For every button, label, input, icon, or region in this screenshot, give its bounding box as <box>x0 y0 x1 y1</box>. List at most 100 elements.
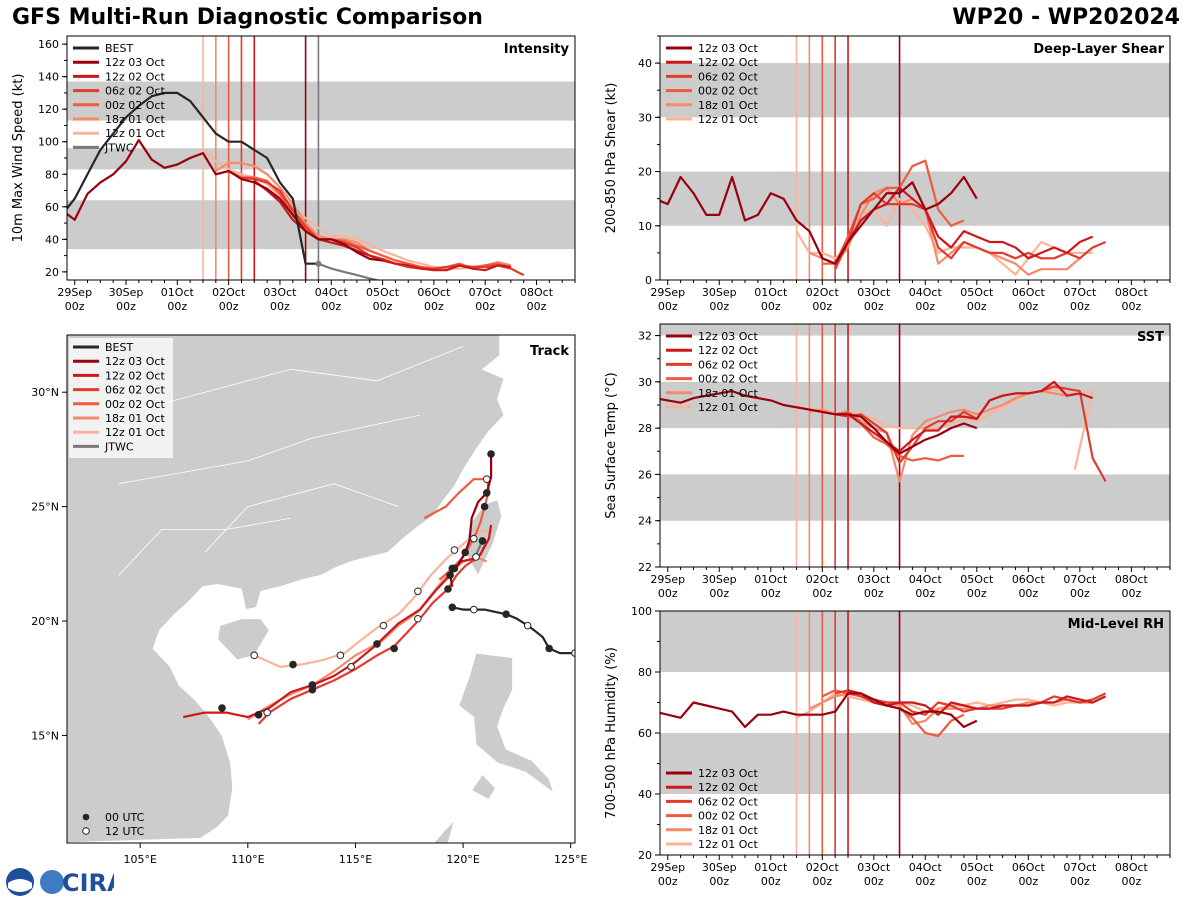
x-tick-label: 00z <box>424 300 444 313</box>
x-tick-label: 00z <box>1121 300 1141 313</box>
legend-label: 18z 01 Oct <box>698 387 758 400</box>
x-tick-label: 08Oct <box>1115 573 1149 586</box>
position-marker-00utc <box>502 610 510 618</box>
province-border <box>118 414 421 485</box>
position-marker-00utc <box>446 571 454 580</box>
legend-label: 12z 02 Oct <box>105 70 165 83</box>
x-tick-label: 05Oct <box>960 286 994 299</box>
x-tick-label: 00z <box>812 587 832 600</box>
y-tick-label: 20 <box>45 266 59 279</box>
luzon-land <box>458 652 555 794</box>
x-tick-label: 00z <box>915 587 935 600</box>
y-tick-label: 32 <box>638 330 652 343</box>
legend-label: 18z 01 Oct <box>105 113 165 126</box>
x-tick-label: 04Oct <box>909 861 943 874</box>
y-tick-label: 120 <box>38 103 59 116</box>
y-tick-label: 0 <box>645 274 652 287</box>
x-tick-label: 00z <box>167 300 187 313</box>
x-tick-label: 29Sep <box>57 286 92 299</box>
legend-label: 12z 02 Oct <box>698 781 758 794</box>
x-tick-label: 00z <box>864 300 884 313</box>
y-axis-label: Sea Surface Temp (°C) <box>604 372 619 519</box>
legend-label: 12z 03 Oct <box>698 42 758 55</box>
position-marker-00utc <box>461 548 470 557</box>
legend-label: 06z 02 Oct <box>698 795 758 808</box>
x-tick-label: 07Oct <box>1063 861 1097 874</box>
legend-label: 12z 01 Oct <box>105 127 165 140</box>
legend-label: 12z 03 Oct <box>105 355 165 368</box>
legend-label: 12z 01 Oct <box>105 426 165 439</box>
x-tick-label: 105°E <box>123 853 156 866</box>
x-tick-label: 125°E <box>554 853 587 866</box>
legend-label: 12z 03 Oct <box>105 56 165 69</box>
position-marker-00utc <box>444 585 452 593</box>
hainan-land <box>217 618 270 661</box>
series-line <box>660 692 978 728</box>
x-tick-label: 30Sep <box>702 286 737 299</box>
position-marker-12utc <box>336 651 345 660</box>
y-tick-label: 30°N <box>31 386 59 399</box>
noaa-cira-logo: CIRA <box>6 868 114 897</box>
x-tick-label: 00z <box>967 875 987 888</box>
position-marker-12utc <box>263 708 271 717</box>
legend-bg <box>69 338 173 458</box>
legend-label: 12z 03 Oct <box>698 330 758 343</box>
y-tick-label: 24 <box>638 515 652 528</box>
jtwc-marker <box>315 260 322 267</box>
x-tick-label: 00z <box>761 300 781 313</box>
legend-label: 06z 02 Oct <box>105 384 165 397</box>
legend-label: 12z 01 Oct <box>698 838 758 851</box>
legend-label: 00z 02 Oct <box>105 398 165 411</box>
marker-legend-label: 00 UTC <box>105 811 145 824</box>
x-tick-label: 05Oct <box>366 286 400 299</box>
track-line <box>253 528 490 668</box>
shaded-band <box>67 200 575 250</box>
x-tick-label: 00z <box>761 587 781 600</box>
series-line <box>241 176 525 277</box>
x-tick-label: 00z <box>658 875 678 888</box>
position-marker-12utc <box>250 651 259 660</box>
x-tick-label: 04Oct <box>909 573 943 586</box>
globe-icon <box>40 870 64 894</box>
panel-title: Track <box>530 344 569 359</box>
x-tick-label: 06Oct <box>1012 573 1046 586</box>
track-line <box>182 524 493 719</box>
legend-label: 18z 01 Oct <box>105 412 165 425</box>
x-tick-label: 04Oct <box>909 286 943 299</box>
x-tick-label: 30Sep <box>702 573 737 586</box>
x-tick-label: 00z <box>658 300 678 313</box>
x-tick-label: 07Oct <box>1063 286 1097 299</box>
legend-label: 00z 02 Oct <box>105 99 165 112</box>
y-tick-label: 40 <box>638 788 652 801</box>
legend-label: 12z 02 Oct <box>698 344 758 357</box>
legend-label: 12z 01 Oct <box>698 401 758 414</box>
position-marker-00utc <box>480 502 489 511</box>
y-tick-label: 26 <box>638 468 652 481</box>
shaded-band <box>660 733 1170 794</box>
series-line <box>660 175 978 265</box>
x-tick-label: 00z <box>1121 875 1141 888</box>
x-tick-label: 00z <box>527 300 547 313</box>
x-tick-label: 00z <box>1018 300 1038 313</box>
x-tick-label: 00z <box>658 587 678 600</box>
y-tick-label: 20°N <box>31 615 59 628</box>
x-tick-label: 01Oct <box>754 861 788 874</box>
series-line <box>847 689 1107 716</box>
position-marker-12utc <box>470 605 478 614</box>
legend-label: 00z 02 Oct <box>698 373 758 386</box>
shaded-band <box>660 171 1170 226</box>
cira-logo-text: CIRA <box>62 869 114 897</box>
map-frame <box>66 334 576 844</box>
legend-label: JTWC <box>104 141 134 154</box>
x-tick-label: 00z <box>219 300 239 313</box>
x-tick-label: 00z <box>65 300 85 313</box>
marker-legend-filled <box>82 813 90 821</box>
x-tick-label: 02Oct <box>212 286 246 299</box>
legend-label: JTWC <box>104 440 134 453</box>
position-marker-12utc <box>379 621 388 630</box>
position-marker-00utc <box>487 450 495 458</box>
position-marker-00utc <box>390 644 398 653</box>
y-tick-label: 80 <box>45 168 59 181</box>
palawan-land <box>433 819 455 843</box>
legend-label: 00z 02 Oct <box>698 810 758 823</box>
